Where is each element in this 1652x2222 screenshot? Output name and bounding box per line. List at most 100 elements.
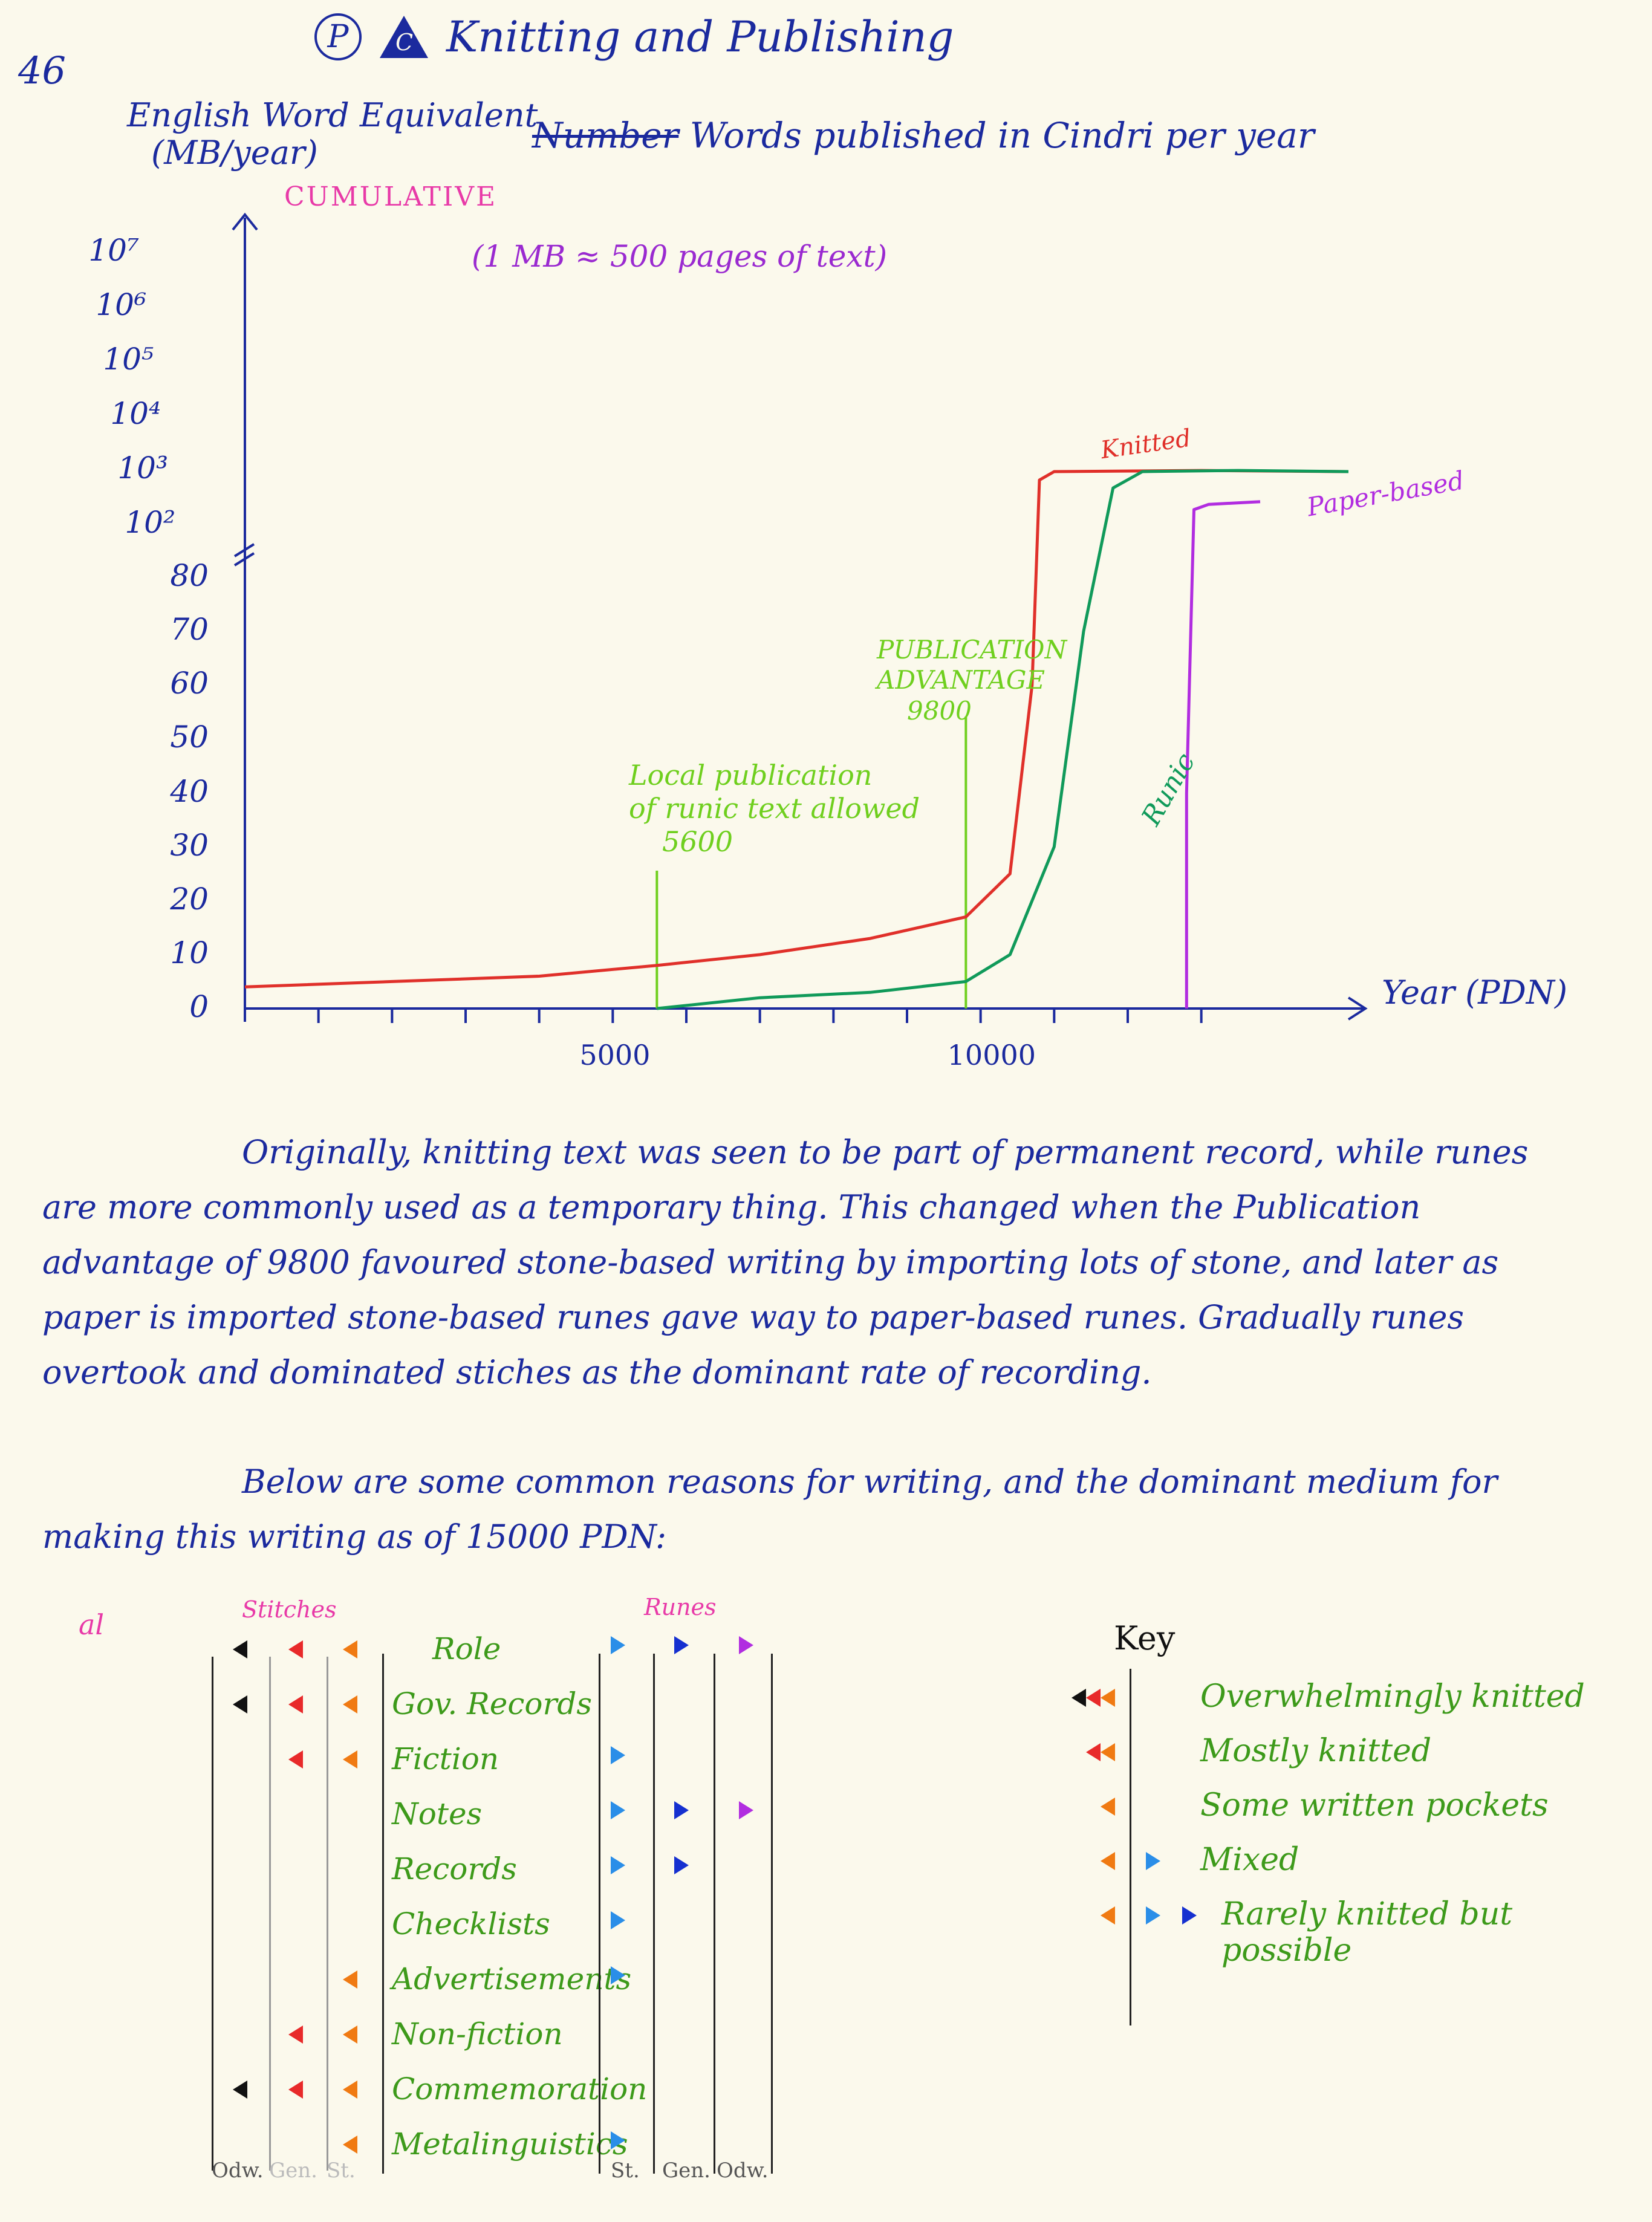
table-column-line bbox=[327, 1657, 328, 2171]
annotation-9800-line3: 9800 bbox=[907, 695, 972, 726]
series-line-runic bbox=[657, 469, 1349, 1010]
x-axis-arrow bbox=[1347, 996, 1368, 1021]
annotation-5600: Local publication of runic text allowed … bbox=[629, 759, 920, 859]
annotation-9800-line2: ADVANTAGE bbox=[877, 665, 1046, 695]
key-divider bbox=[1130, 1669, 1131, 2025]
y-axis-label: English Word Equivalent (MB/year) bbox=[127, 96, 538, 172]
key-marker-orange bbox=[1101, 1798, 1115, 1816]
row-label-checklists: Checklists bbox=[392, 1906, 550, 1941]
stitch-marker-orange bbox=[343, 1640, 357, 1658]
table-column-line bbox=[653, 1654, 655, 2174]
y-tick-label: 10⁵ bbox=[103, 342, 154, 377]
x-axis-label: Year (PDN) bbox=[1382, 973, 1568, 1012]
key-marker-orange bbox=[1101, 1689, 1115, 1707]
circle-mark: P bbox=[314, 13, 362, 60]
table-column-line bbox=[714, 1654, 715, 2174]
key-marker-blue-light bbox=[1146, 1906, 1160, 1925]
row-label-advertisements: Advertisements bbox=[392, 1961, 632, 1996]
key-marker-black bbox=[1072, 1689, 1086, 1707]
cumulative-tag: CUMULATIVE bbox=[284, 181, 498, 212]
key-label-mixed: Mixed bbox=[1200, 1842, 1299, 1878]
rune-marker-blue-light bbox=[611, 1746, 625, 1764]
key-label-mostly-knitted: Mostly knitted bbox=[1200, 1733, 1432, 1769]
footer-gen-right: Gen. bbox=[662, 2159, 711, 2183]
y-tick-label: 30 bbox=[170, 827, 209, 863]
footer-st-left: St. bbox=[327, 2159, 356, 2183]
key-marker-blue bbox=[1182, 1906, 1197, 1925]
y-tick-label: 20 bbox=[170, 881, 209, 917]
series-group bbox=[244, 469, 1349, 1010]
rune-marker-blue bbox=[674, 1636, 689, 1654]
stitch-marker-black bbox=[233, 1695, 247, 1714]
y-tick-label: 10³ bbox=[117, 450, 168, 486]
key-marker-red bbox=[1086, 1743, 1101, 1761]
row-label-fiction: Fiction bbox=[392, 1741, 499, 1776]
rune-marker-blue-light bbox=[611, 1636, 625, 1654]
table-column-line bbox=[212, 1657, 213, 2171]
triangle-mark: C bbox=[380, 16, 428, 58]
y-tick-label: 10⁶ bbox=[96, 287, 146, 322]
key-marker-red bbox=[1086, 1689, 1101, 1707]
stitch-marker-orange bbox=[343, 2025, 357, 2044]
table-column-line bbox=[382, 1654, 384, 2174]
stitches-header: Stitches bbox=[242, 1596, 337, 1623]
row-label-role: Role bbox=[432, 1631, 501, 1666]
annotation-9800: PUBLICATION ADVANTAGE 9800 bbox=[877, 635, 1067, 726]
annotation-lines bbox=[655, 716, 967, 1009]
al-mark: al bbox=[79, 1608, 105, 1641]
crossed-out-word: Number bbox=[532, 115, 679, 156]
stitch-marker-orange bbox=[343, 2136, 357, 2154]
footer-odw-left: Odw. bbox=[212, 2159, 264, 2183]
series-line-paper bbox=[1185, 500, 1261, 1009]
y-tick-label: 10 bbox=[170, 935, 209, 970]
stitch-marker-orange bbox=[343, 1750, 357, 1769]
stitch-marker-red bbox=[288, 1750, 303, 1769]
chart-heading: Number Words published in Cindri per yea… bbox=[532, 115, 1315, 156]
y-tick-label: 10⁷ bbox=[88, 233, 139, 268]
annotation-5600-line2: of runic text allowed bbox=[629, 792, 920, 825]
rune-marker-purple bbox=[739, 1801, 753, 1819]
y-tick-label: 70 bbox=[170, 612, 209, 648]
heading-text: Words published in Cindri per year bbox=[689, 115, 1315, 156]
rune-marker-blue-light bbox=[611, 1966, 625, 1984]
x-tick-label: 5000 bbox=[579, 1039, 651, 1071]
paragraph-2: Below are some common reasons for writin… bbox=[42, 1454, 1590, 1564]
row-label-commemoration: Commemoration bbox=[392, 2071, 648, 2107]
stitch-marker-black bbox=[233, 1640, 247, 1658]
y-tick-label: 40 bbox=[170, 773, 209, 809]
y-tick-label: 10² bbox=[125, 505, 175, 540]
title-text: Knitting and Publishing bbox=[446, 12, 954, 62]
x-tick-marks bbox=[317, 1010, 1203, 1023]
row-label-non-fiction: Non-fiction bbox=[392, 2016, 563, 2051]
x-tick-label: 10000 bbox=[947, 1039, 1036, 1071]
rune-marker-blue-light bbox=[611, 1801, 625, 1819]
key-header: Key bbox=[1114, 1619, 1176, 1657]
stitch-marker-orange bbox=[343, 1695, 357, 1714]
page-title: P C Knitting and Publishing bbox=[314, 12, 954, 62]
y-axis-break bbox=[233, 543, 255, 567]
y-axis-arrow bbox=[232, 212, 258, 231]
rune-marker-blue-light bbox=[611, 1911, 625, 1929]
row-label-metalinguistics: Metalinguistics bbox=[392, 2126, 628, 2162]
rune-marker-blue-light bbox=[611, 1856, 625, 1874]
page-number: 46 bbox=[18, 48, 66, 93]
y-tick-label: 10⁴ bbox=[110, 396, 161, 431]
mb-note: (1 MB ≈ 500 pages of text) bbox=[472, 239, 888, 274]
footer-gen-left: Gen. bbox=[269, 2159, 317, 2183]
y-tick-label: 60 bbox=[170, 666, 209, 701]
footer-odw-right: Odw. bbox=[717, 2159, 769, 2183]
row-label-notes: Notes bbox=[392, 1796, 483, 1831]
triangle-letter: C bbox=[395, 29, 414, 56]
key-marker-orange bbox=[1101, 1852, 1115, 1870]
row-label-records: Records bbox=[392, 1851, 517, 1886]
rune-marker-purple bbox=[739, 1636, 753, 1654]
stitch-marker-orange bbox=[343, 1970, 357, 1989]
row-label-gov-records: Gov. Records bbox=[392, 1686, 593, 1721]
annotation-5600-line1: Local publication bbox=[629, 759, 873, 791]
rune-marker-blue bbox=[674, 1801, 689, 1819]
key-marker-blue-light bbox=[1146, 1852, 1160, 1870]
y-tick-label: 80 bbox=[170, 558, 209, 593]
key-marker-orange bbox=[1101, 1743, 1115, 1761]
stitch-marker-red bbox=[288, 2025, 303, 2044]
